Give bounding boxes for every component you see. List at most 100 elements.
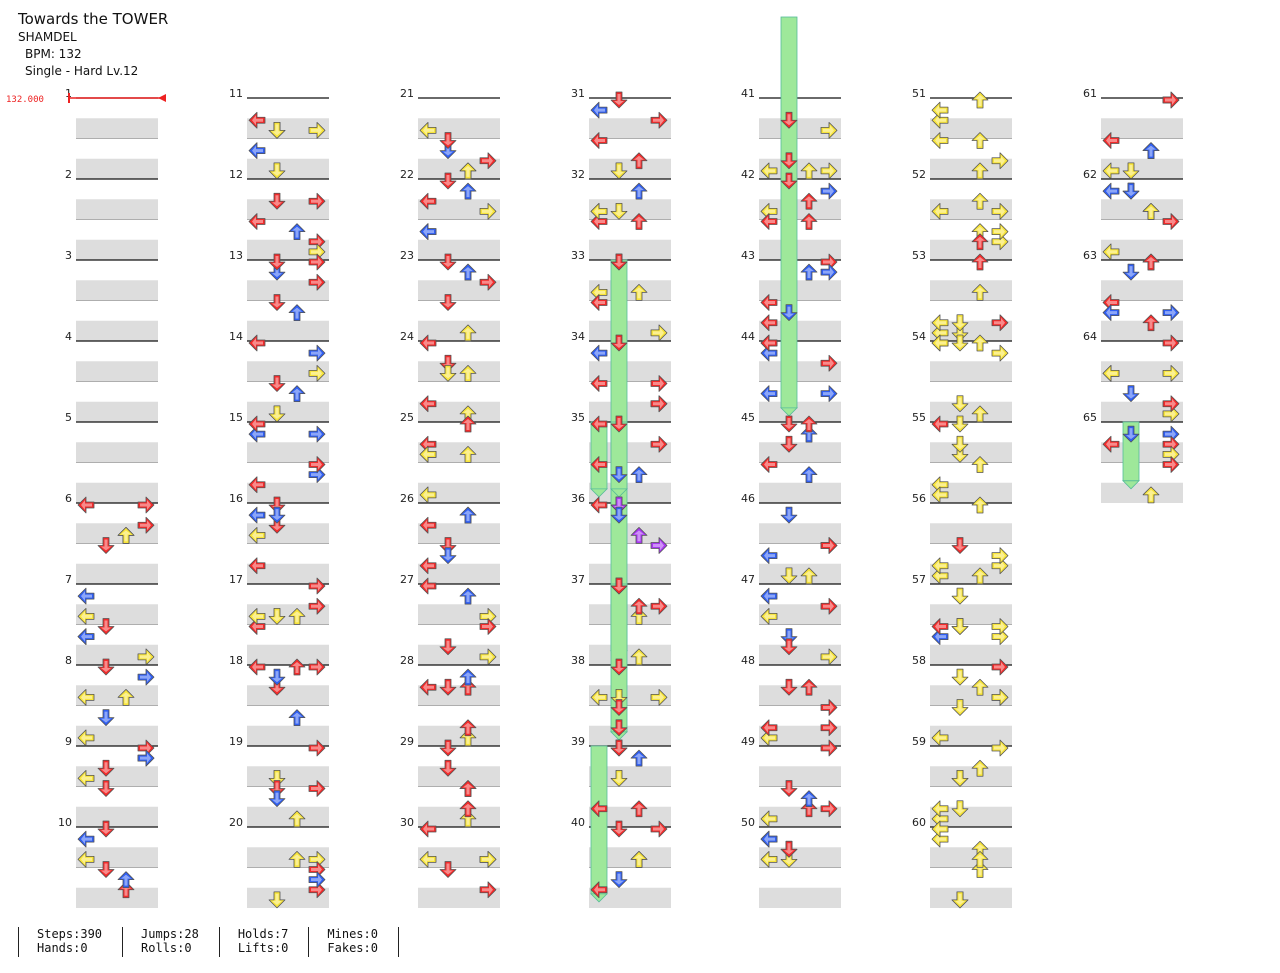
step-arrow — [308, 425, 326, 443]
stat-mines: Mines:0 — [327, 927, 378, 941]
beat-band — [930, 523, 1012, 544]
step-arrow — [1102, 182, 1120, 200]
beat-band — [1101, 361, 1183, 382]
measure-number: 3 — [65, 249, 72, 262]
beat-band — [759, 361, 841, 382]
beat-band — [76, 442, 158, 463]
beat-band — [76, 806, 158, 827]
beat-band — [76, 118, 158, 139]
beat-band — [589, 806, 671, 827]
beat-band — [76, 887, 158, 908]
beat-band — [759, 887, 841, 908]
step-arrow — [459, 263, 477, 281]
beat-band — [418, 239, 500, 260]
step-arrow — [459, 182, 477, 200]
beat-band — [1101, 239, 1183, 260]
measure-labels: 1234567891011121314151617181920212223242… — [58, 87, 1097, 829]
beat-band — [76, 644, 158, 665]
song-artist: SHAMDEL — [18, 30, 77, 44]
step-arrow — [951, 587, 969, 605]
measure-number: 45 — [741, 411, 755, 424]
measure-number: 15 — [229, 411, 243, 424]
beat-band — [759, 604, 841, 625]
beat-band — [418, 158, 500, 179]
hold-body — [780, 16, 798, 409]
beat-band — [589, 887, 671, 908]
step-arrow — [268, 506, 286, 524]
beat-band — [76, 685, 158, 706]
step-arrow — [248, 142, 266, 160]
step-arrow — [1122, 263, 1140, 281]
beat-band — [930, 604, 1012, 625]
beat-band — [1101, 158, 1183, 179]
beat-band — [930, 847, 1012, 868]
step-arrow — [991, 223, 1009, 241]
beat-band — [247, 766, 329, 787]
step-arrow — [459, 587, 477, 605]
beat-band — [247, 725, 329, 746]
measure-number: 6 — [65, 492, 72, 505]
step-arrow — [800, 790, 818, 808]
beat-band — [76, 523, 158, 544]
beat-band — [247, 887, 329, 908]
step-arrow — [1122, 182, 1140, 200]
beat-band — [589, 644, 671, 665]
beat-band — [759, 806, 841, 827]
measure-number: 20 — [229, 816, 243, 829]
beat-band — [930, 158, 1012, 179]
beat-band — [247, 644, 329, 665]
beat-band — [418, 644, 500, 665]
beat-band — [759, 523, 841, 544]
step-arrow — [308, 871, 326, 889]
beat-band — [247, 118, 329, 139]
step-arrow — [780, 506, 798, 524]
stats-mines-fakes: Mines:0 Fakes:0 — [308, 927, 399, 957]
measure-number: 22 — [400, 168, 414, 181]
beat-band — [589, 523, 671, 544]
measure-number: 28 — [400, 654, 414, 667]
measure-number: 60 — [912, 816, 926, 829]
step-arrow — [820, 263, 838, 281]
step-arrow — [931, 101, 949, 119]
stat-lifts: Lifts:0 — [237, 941, 289, 955]
beat-band — [418, 725, 500, 746]
measure-number: 48 — [741, 654, 755, 667]
measure-number: 7 — [65, 573, 72, 586]
stat-rolls: Rolls:0 — [141, 941, 192, 955]
step-arrow — [610, 91, 628, 109]
beat-band — [589, 361, 671, 382]
stats-steps-hands: Steps:390 Hands:0 — [18, 927, 122, 957]
beat-band — [418, 361, 500, 382]
hold-tail — [1122, 480, 1140, 490]
beat-band — [589, 158, 671, 179]
beat-band — [930, 118, 1012, 139]
beat-band — [1101, 280, 1183, 301]
step-arrow — [117, 871, 135, 889]
beat-band — [759, 685, 841, 706]
beat-band — [759, 118, 841, 139]
beat-band — [76, 725, 158, 746]
beat-band — [930, 685, 1012, 706]
beat-band — [589, 199, 671, 220]
measure-number: 38 — [571, 654, 585, 667]
measure-number: 47 — [741, 573, 755, 586]
beat-band — [247, 523, 329, 544]
step-arrow — [1102, 304, 1120, 322]
beat-band — [247, 442, 329, 463]
measure-number: 32 — [571, 168, 585, 181]
hold-notes — [590, 16, 1140, 903]
step-arrow — [991, 547, 1009, 565]
measure-number: 58 — [912, 654, 926, 667]
step-arrow — [760, 830, 778, 848]
measure-number: 55 — [912, 411, 926, 424]
step-arrow — [288, 223, 306, 241]
beat-band — [247, 401, 329, 422]
step-chart: 1234567891011121314151617181920212223242… — [6, 16, 1183, 909]
beat-band — [1101, 199, 1183, 220]
beat-band — [930, 361, 1012, 382]
beat-band — [247, 563, 329, 584]
measure-number: 10 — [58, 816, 72, 829]
stat-steps: Steps:390 — [37, 927, 103, 941]
beat-band — [930, 442, 1012, 463]
beat-band — [418, 401, 500, 422]
